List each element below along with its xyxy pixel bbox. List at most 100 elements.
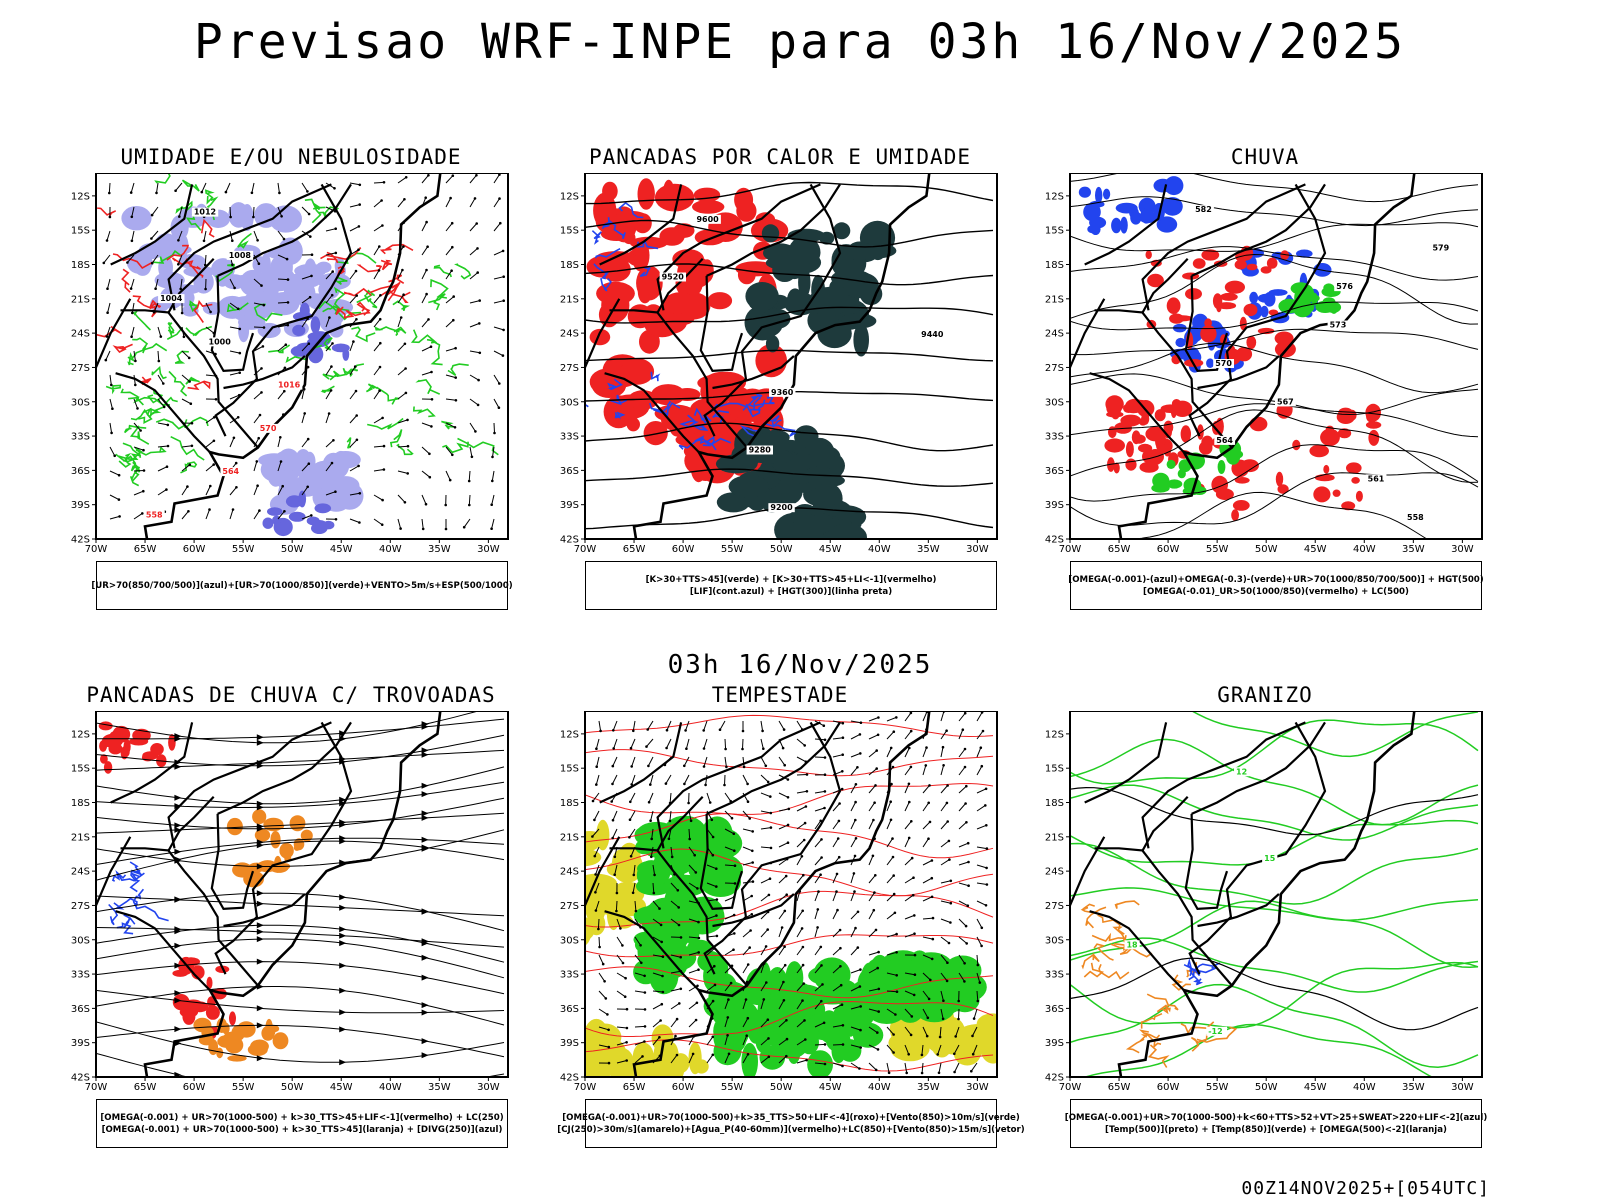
state-border [1094, 258, 1189, 314]
wind-vector [724, 1053, 730, 1064]
wind-vector [858, 733, 862, 736]
wind-vector [850, 1062, 860, 1069]
wind-vector [106, 311, 109, 314]
humidity-upper-core [267, 507, 283, 516]
wind-vector [284, 343, 288, 346]
wind-vector [157, 359, 161, 363]
wind-vector [909, 711, 913, 715]
contour-label: 1012 [194, 208, 216, 217]
wind-vector [841, 1064, 844, 1068]
streamline [96, 1024, 505, 1058]
state-border [1141, 183, 1306, 311]
wind-vector [748, 817, 751, 820]
wind-vector [632, 882, 636, 893]
lc850-contour [585, 966, 994, 999]
omega-red [1201, 435, 1214, 450]
wind-vector [469, 272, 479, 280]
omega-red [1204, 318, 1212, 328]
wind-vector [832, 803, 840, 812]
thunderstorm-red [103, 761, 113, 774]
wind-vector [205, 485, 211, 496]
lon-label: 45W [1304, 544, 1327, 555]
instability-red [627, 249, 647, 266]
wind-vector [630, 765, 633, 768]
instability-red [643, 421, 668, 446]
wind-vector [850, 1005, 861, 1010]
wind-vector [976, 846, 987, 850]
state-border [167, 183, 332, 311]
lon-label: 55W [1206, 544, 1229, 555]
instability-red [654, 183, 695, 212]
state-border [1197, 355, 1280, 390]
wind-vector [283, 366, 287, 370]
wind-vector [373, 342, 381, 352]
panel-title: CHUVA [1230, 145, 1300, 169]
wind-vector [781, 746, 785, 750]
wind-vector [107, 302, 111, 313]
wind-vector [939, 1026, 942, 1038]
wind-vector [889, 818, 893, 822]
wind-vector [904, 1008, 913, 1017]
instability-red [627, 304, 653, 329]
wind-vector [157, 489, 167, 496]
jet-yellow [585, 831, 604, 846]
wind-vector [452, 318, 455, 322]
wind-vector [786, 823, 790, 827]
coastline [143, 711, 442, 1077]
omega-red [1257, 327, 1275, 335]
wind-vector [904, 972, 915, 976]
instability-green [787, 288, 804, 311]
wind-vector [822, 1021, 826, 1025]
humidity-low-contour [167, 321, 175, 335]
wind-vector [853, 890, 856, 893]
lifted-index-contour [607, 378, 623, 391]
wind-vector [428, 452, 431, 456]
wind-vector [913, 973, 917, 976]
humidity-low-contour [170, 435, 205, 461]
height-300-contour [585, 306, 994, 324]
wind-vector [650, 855, 653, 859]
humidity-low-contour [130, 461, 141, 473]
coastline [143, 173, 442, 539]
height-500-contour [1070, 342, 1479, 394]
wind-vector [378, 245, 381, 248]
wind-vector [938, 1035, 942, 1039]
humidity-low-contour [129, 425, 150, 445]
streamline [256, 958, 264, 965]
temp850-contour [1070, 784, 1479, 841]
state-border [1191, 721, 1326, 815]
wind-vector [814, 1000, 822, 1010]
wind-vector [404, 367, 407, 370]
humidity-upper-area [254, 203, 279, 228]
streamline [421, 751, 429, 758]
wind-vector [634, 990, 645, 993]
wind-vector [285, 257, 289, 261]
map-frame [1069, 711, 1483, 1078]
wind-vector [733, 932, 736, 935]
wind-vector [711, 1035, 715, 1039]
humidity-upper-core [292, 324, 306, 337]
lon-label: 30W [1451, 544, 1474, 555]
wind-vector [689, 819, 693, 823]
omega-blue [1103, 188, 1111, 200]
wind-vector [406, 472, 410, 475]
humidity-low-contour [428, 293, 446, 311]
wind-vector [468, 503, 471, 507]
wind-vector [859, 1005, 862, 1008]
legend-box: [UR>70(850/700/500)](azul)+[UR>70(1000/8… [91, 561, 513, 610]
wind-vector [841, 1043, 845, 1046]
wind-vector [450, 221, 454, 225]
humidity-low-contour [105, 384, 122, 395]
omega-red [1169, 313, 1184, 324]
wind-vector [334, 490, 337, 494]
contour-label-bg [275, 380, 303, 390]
wind-vector [382, 468, 386, 471]
thickness-contour [343, 287, 372, 297]
wind-vector [931, 916, 935, 920]
wind-vector [965, 784, 968, 788]
contour-label-bg [220, 467, 242, 477]
lat-label: 36S [1045, 466, 1064, 477]
wind-vector [598, 1008, 608, 1015]
wind-vector [856, 910, 860, 914]
wind-vector [127, 254, 135, 263]
